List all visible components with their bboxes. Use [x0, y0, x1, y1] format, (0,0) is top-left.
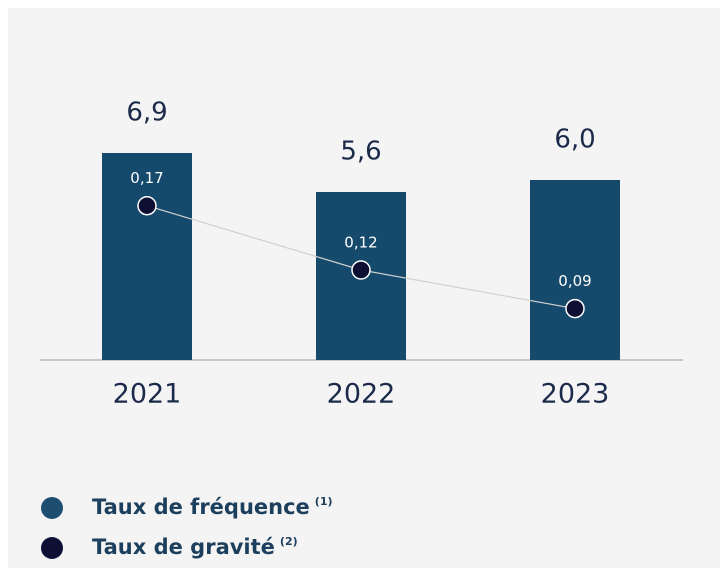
- line-point: [565, 298, 585, 319]
- legend-name: Taux de gravité: [92, 535, 275, 559]
- bar-value-label: 5,6: [340, 137, 381, 167]
- legend-name: Taux de fréquence: [92, 495, 310, 519]
- x-tick-label: 2021: [113, 379, 182, 410]
- line-point: [137, 195, 157, 216]
- line-point: [351, 260, 371, 280]
- x-tick-label: 2023: [541, 379, 610, 410]
- legend-swatch: [41, 537, 63, 559]
- x-tick-label: 2022: [327, 379, 396, 410]
- bar: [530, 180, 620, 360]
- line-value-label: 0,12: [344, 234, 377, 252]
- line-value-label: 0,09: [558, 272, 591, 290]
- bar: [102, 153, 192, 360]
- legend-swatch: [41, 497, 63, 519]
- legend-note: (2): [280, 535, 298, 548]
- legend-label: Taux de fréquence (1): [92, 495, 333, 519]
- bar-value-label: 6,9: [126, 98, 167, 128]
- legend-note: (1): [315, 495, 333, 508]
- line-value-label: 0,17: [130, 169, 163, 187]
- legend-label: Taux de gravité (2): [92, 535, 298, 559]
- bar-value-label: 6,0: [554, 125, 595, 155]
